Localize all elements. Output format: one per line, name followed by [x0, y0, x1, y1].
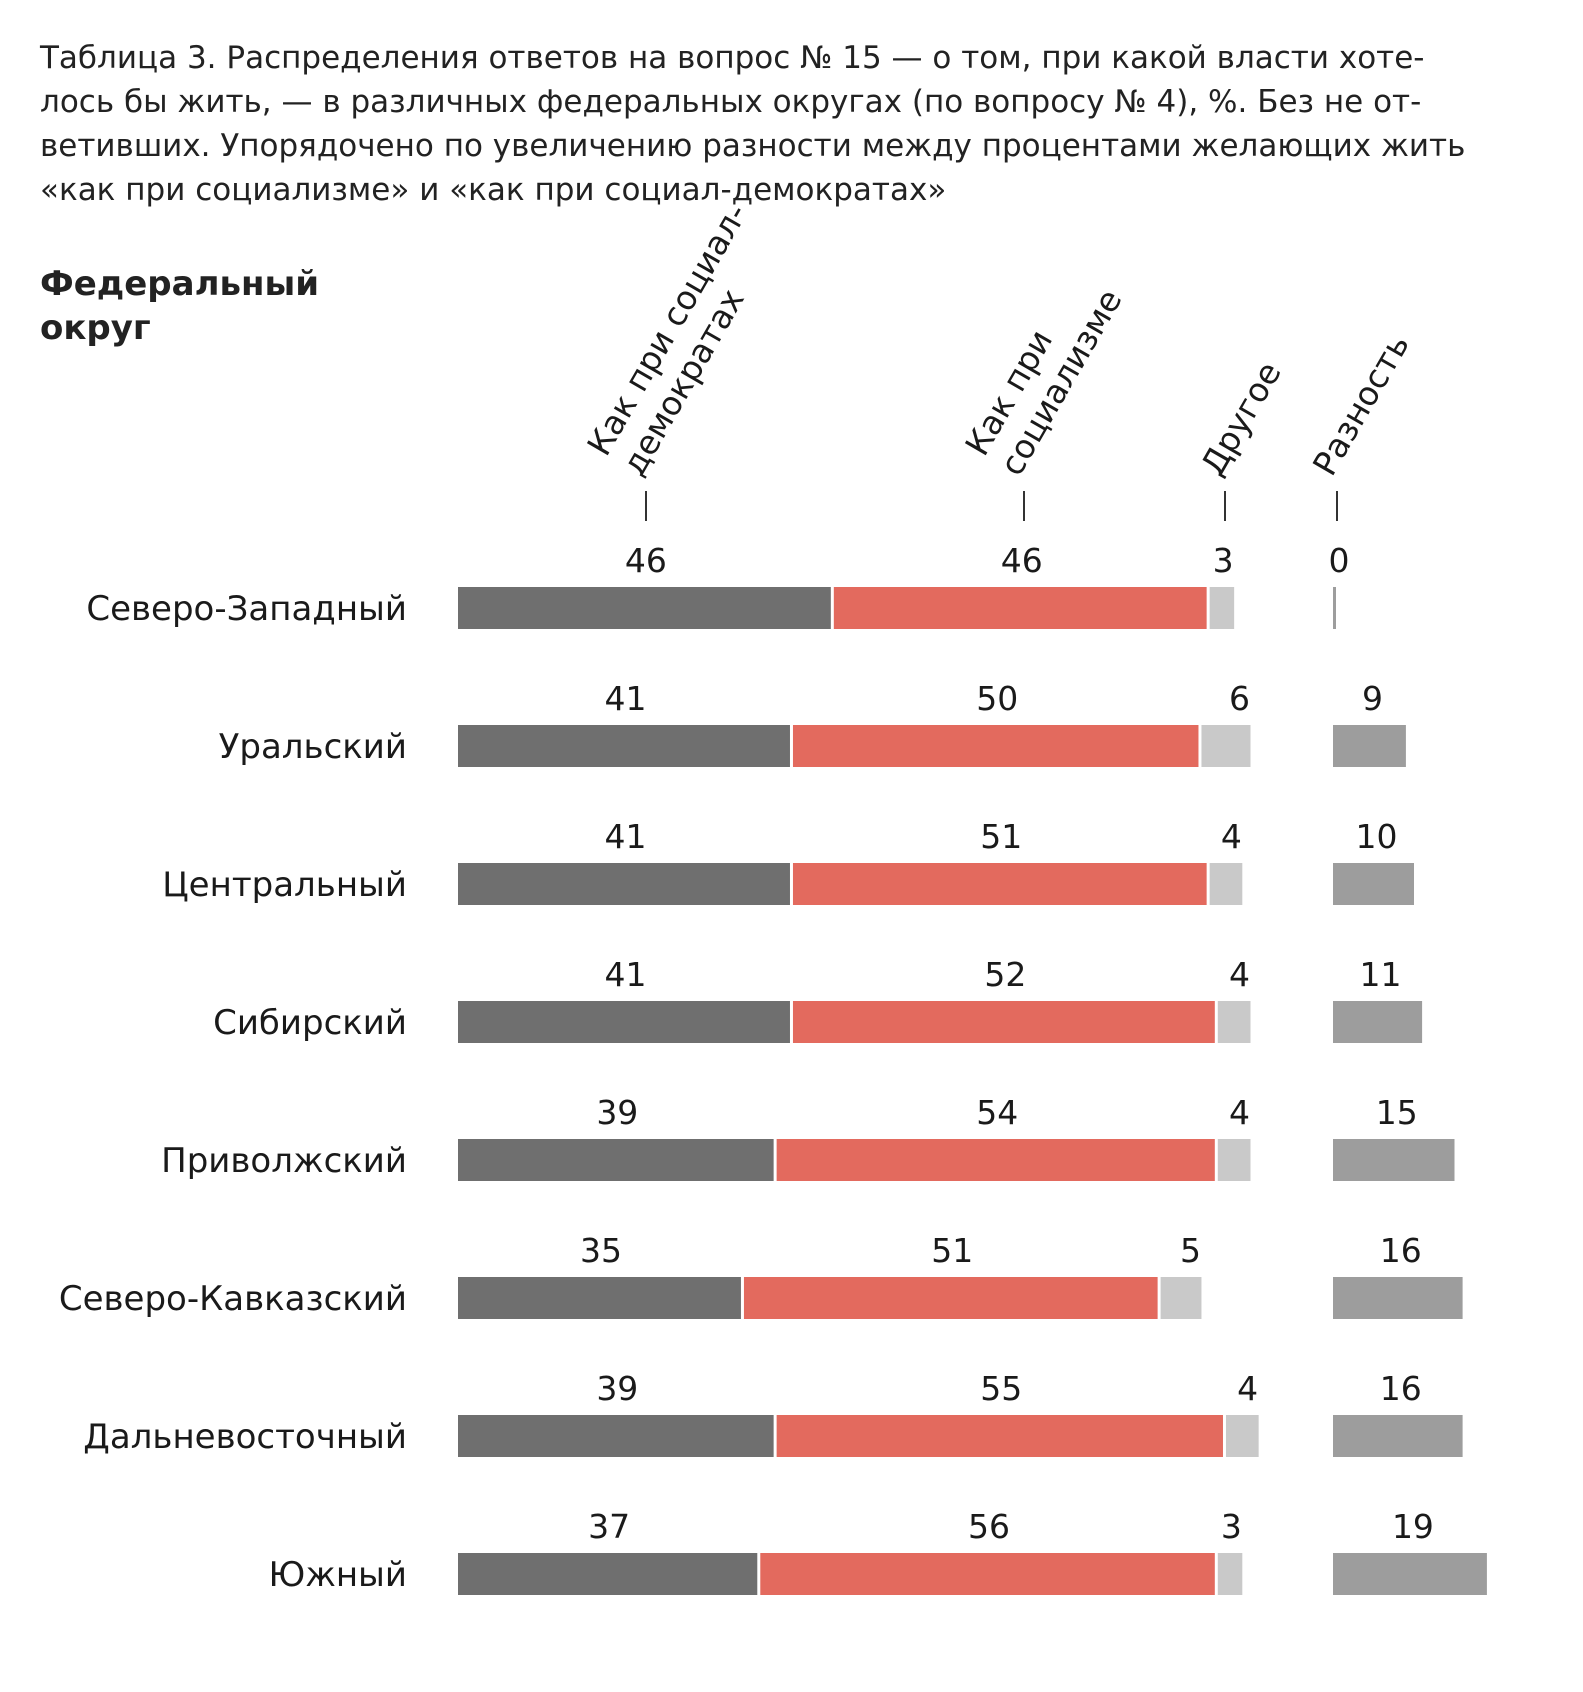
bar-segment	[458, 1277, 741, 1319]
bar-segment	[458, 1139, 774, 1181]
bar-segment	[1217, 1139, 1251, 1181]
data-label: 52	[984, 955, 1026, 994]
bar-segment	[760, 1553, 1215, 1595]
data-label: 50	[976, 679, 1018, 718]
difference-label: 10	[1356, 817, 1398, 856]
difference-bar	[1333, 1415, 1463, 1457]
data-label: 6	[1229, 679, 1250, 718]
difference-bar	[1333, 587, 1336, 629]
bar-segment	[458, 1553, 758, 1595]
bar-segment	[792, 1001, 1215, 1043]
bar-segment	[458, 1001, 790, 1043]
bar-segment	[1209, 863, 1243, 905]
column-header-line: Другое	[1193, 355, 1289, 482]
data-label: 46	[625, 541, 667, 580]
difference-bar	[1333, 1001, 1423, 1043]
bar-segment	[1217, 1553, 1243, 1595]
data-label: 41	[604, 679, 646, 718]
bar-segment	[458, 725, 790, 767]
data-label: 56	[968, 1507, 1010, 1546]
difference-bar	[1333, 1553, 1487, 1595]
bar-segment	[1201, 725, 1251, 767]
bar-segment	[458, 1415, 774, 1457]
bar-segment	[776, 1415, 1223, 1457]
difference-label: 15	[1376, 1093, 1418, 1132]
data-label: 37	[588, 1507, 630, 1546]
data-label: 51	[980, 817, 1022, 856]
chart-title: Таблица 3. Распределения ответов на вопр…	[40, 40, 1466, 208]
data-label: 4	[1229, 955, 1250, 994]
category-label: Северо-Кавказский	[59, 1279, 407, 1319]
data-label: 3	[1221, 1507, 1242, 1546]
data-label: 46	[1001, 541, 1043, 580]
data-label: 4	[1229, 1093, 1250, 1132]
difference-label: 16	[1380, 1231, 1422, 1270]
column-header-line: Разность	[1305, 327, 1417, 482]
data-label: 51	[931, 1231, 973, 1270]
data-label: 3	[1213, 541, 1234, 580]
data-label: 5	[1180, 1231, 1201, 1270]
difference-label: 16	[1380, 1369, 1422, 1408]
data-label: 55	[980, 1369, 1022, 1408]
bar-segment	[833, 587, 1207, 629]
bar-segment	[792, 863, 1207, 905]
difference-label: 9	[1362, 679, 1383, 718]
category-label: Северо-Западный	[86, 589, 407, 629]
difference-label: 19	[1392, 1507, 1434, 1546]
bar-segment	[776, 1139, 1215, 1181]
row-header: Федеральный округ	[40, 264, 320, 348]
data-label: 4	[1237, 1369, 1258, 1408]
category-label: Уральский	[219, 727, 407, 767]
data-label: 41	[604, 817, 646, 856]
data-label: 54	[976, 1093, 1018, 1132]
difference-label: 0	[1329, 541, 1350, 580]
category-label: Приволжский	[161, 1141, 407, 1181]
difference-bar	[1333, 725, 1406, 767]
data-label: 39	[596, 1093, 638, 1132]
column-header: Разность	[1305, 327, 1417, 482]
column-header: Как при социал-демократах	[579, 197, 755, 482]
difference-bar	[1333, 863, 1414, 905]
data-label: 4	[1221, 817, 1242, 856]
bar-segment	[1160, 1277, 1202, 1319]
bar-segment	[458, 587, 831, 629]
data-label: 35	[580, 1231, 622, 1270]
bar-segment	[458, 863, 790, 905]
data-label: 39	[596, 1369, 638, 1408]
data-label: 41	[604, 955, 646, 994]
bar-segment	[1225, 1415, 1259, 1457]
bar-segment	[1209, 587, 1235, 629]
category-label: Дальневосточный	[83, 1417, 407, 1457]
bar-segment	[743, 1277, 1158, 1319]
category-label: Южный	[268, 1555, 407, 1595]
difference-bar	[1333, 1277, 1463, 1319]
difference-bar	[1333, 1139, 1455, 1181]
bar-segment	[792, 725, 1199, 767]
category-label: Сибирский	[213, 1003, 407, 1043]
column-header: Другое	[1193, 355, 1289, 482]
category-label: Центральный	[162, 865, 407, 905]
bar-segment	[1217, 1001, 1251, 1043]
difference-label: 11	[1360, 955, 1402, 994]
